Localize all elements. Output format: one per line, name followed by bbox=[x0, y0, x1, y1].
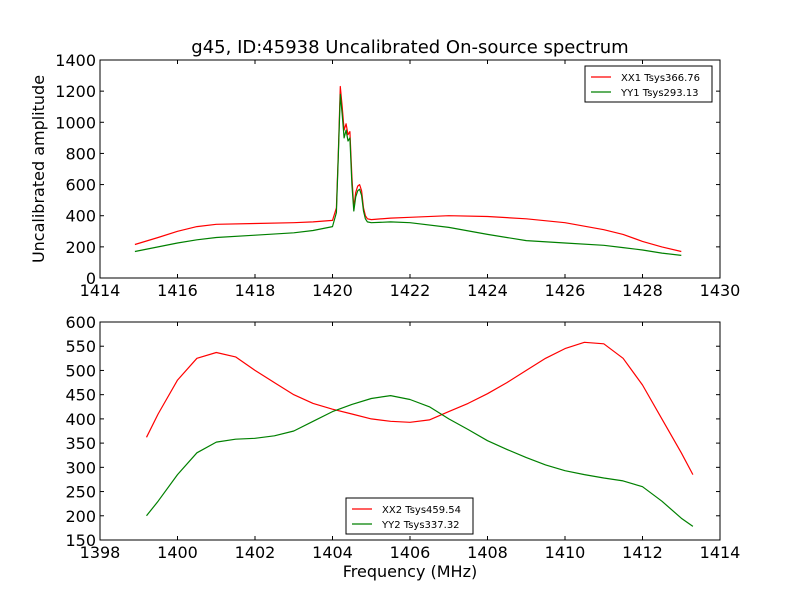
x-tick-label: 1406 bbox=[390, 543, 431, 562]
x-tick-label: 1398 bbox=[80, 543, 121, 562]
y-tick-label: 0 bbox=[86, 269, 96, 288]
legend-label: XX2 Tsys459.54 bbox=[382, 505, 461, 516]
x-tick-label: 1414 bbox=[700, 543, 741, 562]
y-tick-label: 450 bbox=[65, 386, 96, 405]
y-tick-label: 600 bbox=[65, 176, 96, 195]
y-tick-label: 400 bbox=[65, 410, 96, 429]
legend-label: YY1 Tsys293.13 bbox=[620, 88, 699, 99]
y-tick-label: 150 bbox=[65, 531, 96, 550]
y-tick-label: 1000 bbox=[55, 113, 96, 132]
x-tick-label: 1404 bbox=[312, 543, 353, 562]
x-tick-label: 1424 bbox=[467, 281, 508, 300]
x-tick-label: 1412 bbox=[622, 543, 663, 562]
y-tick-label: 250 bbox=[65, 483, 96, 502]
x-tick-label: 1422 bbox=[390, 281, 431, 300]
series-line-1-1 bbox=[134, 85, 682, 253]
y-tick-label: 200 bbox=[65, 507, 96, 526]
x-tick-label: 1418 bbox=[235, 281, 276, 300]
y-tick-label: 500 bbox=[65, 361, 96, 380]
series-line-2-2 bbox=[146, 395, 694, 527]
x-tick-label: 1408 bbox=[467, 543, 508, 562]
chart-panel-2: 1398 1400 1402 1404 1406 1408 1410 1412 1414 150 2… bbox=[65, 313, 740, 581]
legend-label: XX1 Tsys366.76 bbox=[621, 73, 700, 84]
y-tick-label: 400 bbox=[65, 207, 96, 226]
legend-1: XX1 Tsys366.76 YY1 Tsys293.13 bbox=[584, 65, 713, 103]
series-line-2-1 bbox=[145, 341, 694, 475]
x-tick-label: 1426 bbox=[545, 281, 586, 300]
y-tick-label: 200 bbox=[65, 238, 96, 257]
x-tick-label: 1430 bbox=[700, 281, 741, 300]
x-axis-label: Frequency (MHz) bbox=[343, 562, 477, 581]
legend-box bbox=[584, 65, 713, 103]
y-tick-label: 550 bbox=[65, 337, 96, 356]
y-tick-label: 300 bbox=[65, 458, 96, 477]
y-tick-label: 350 bbox=[65, 434, 96, 453]
y-tick-label: 600 bbox=[65, 313, 96, 332]
chart-panel-1: 1414 1416 1418 1420 1422 1424 1426 1428 1430 0 200… bbox=[29, 51, 740, 300]
x-tick-label: 1420 bbox=[312, 281, 353, 300]
legend-box bbox=[345, 497, 474, 535]
series-line-1-2 bbox=[134, 93, 682, 256]
x-tick-label: 1402 bbox=[235, 543, 276, 562]
y-tick-label: 800 bbox=[65, 144, 96, 163]
x-tick-label: 1428 bbox=[622, 281, 663, 300]
x-tick-label: 1416 bbox=[157, 281, 198, 300]
x-tick-label: 1400 bbox=[157, 543, 198, 562]
y-axis-label: Uncalibrated amplitude bbox=[29, 75, 48, 263]
x-tick-label: 1410 bbox=[545, 543, 586, 562]
figure-title: g45, ID:45938 Uncalibrated On-source spe… bbox=[191, 37, 628, 58]
x-tick-label: 1414 bbox=[80, 281, 121, 300]
legend-2: XX2 Tsys459.54 YY2 Tsys337.32 bbox=[345, 497, 474, 535]
legend-label: YY2 Tsys337.32 bbox=[381, 520, 460, 531]
y-tick-label: 1400 bbox=[55, 51, 96, 70]
y-tick-label: 1200 bbox=[55, 82, 96, 101]
